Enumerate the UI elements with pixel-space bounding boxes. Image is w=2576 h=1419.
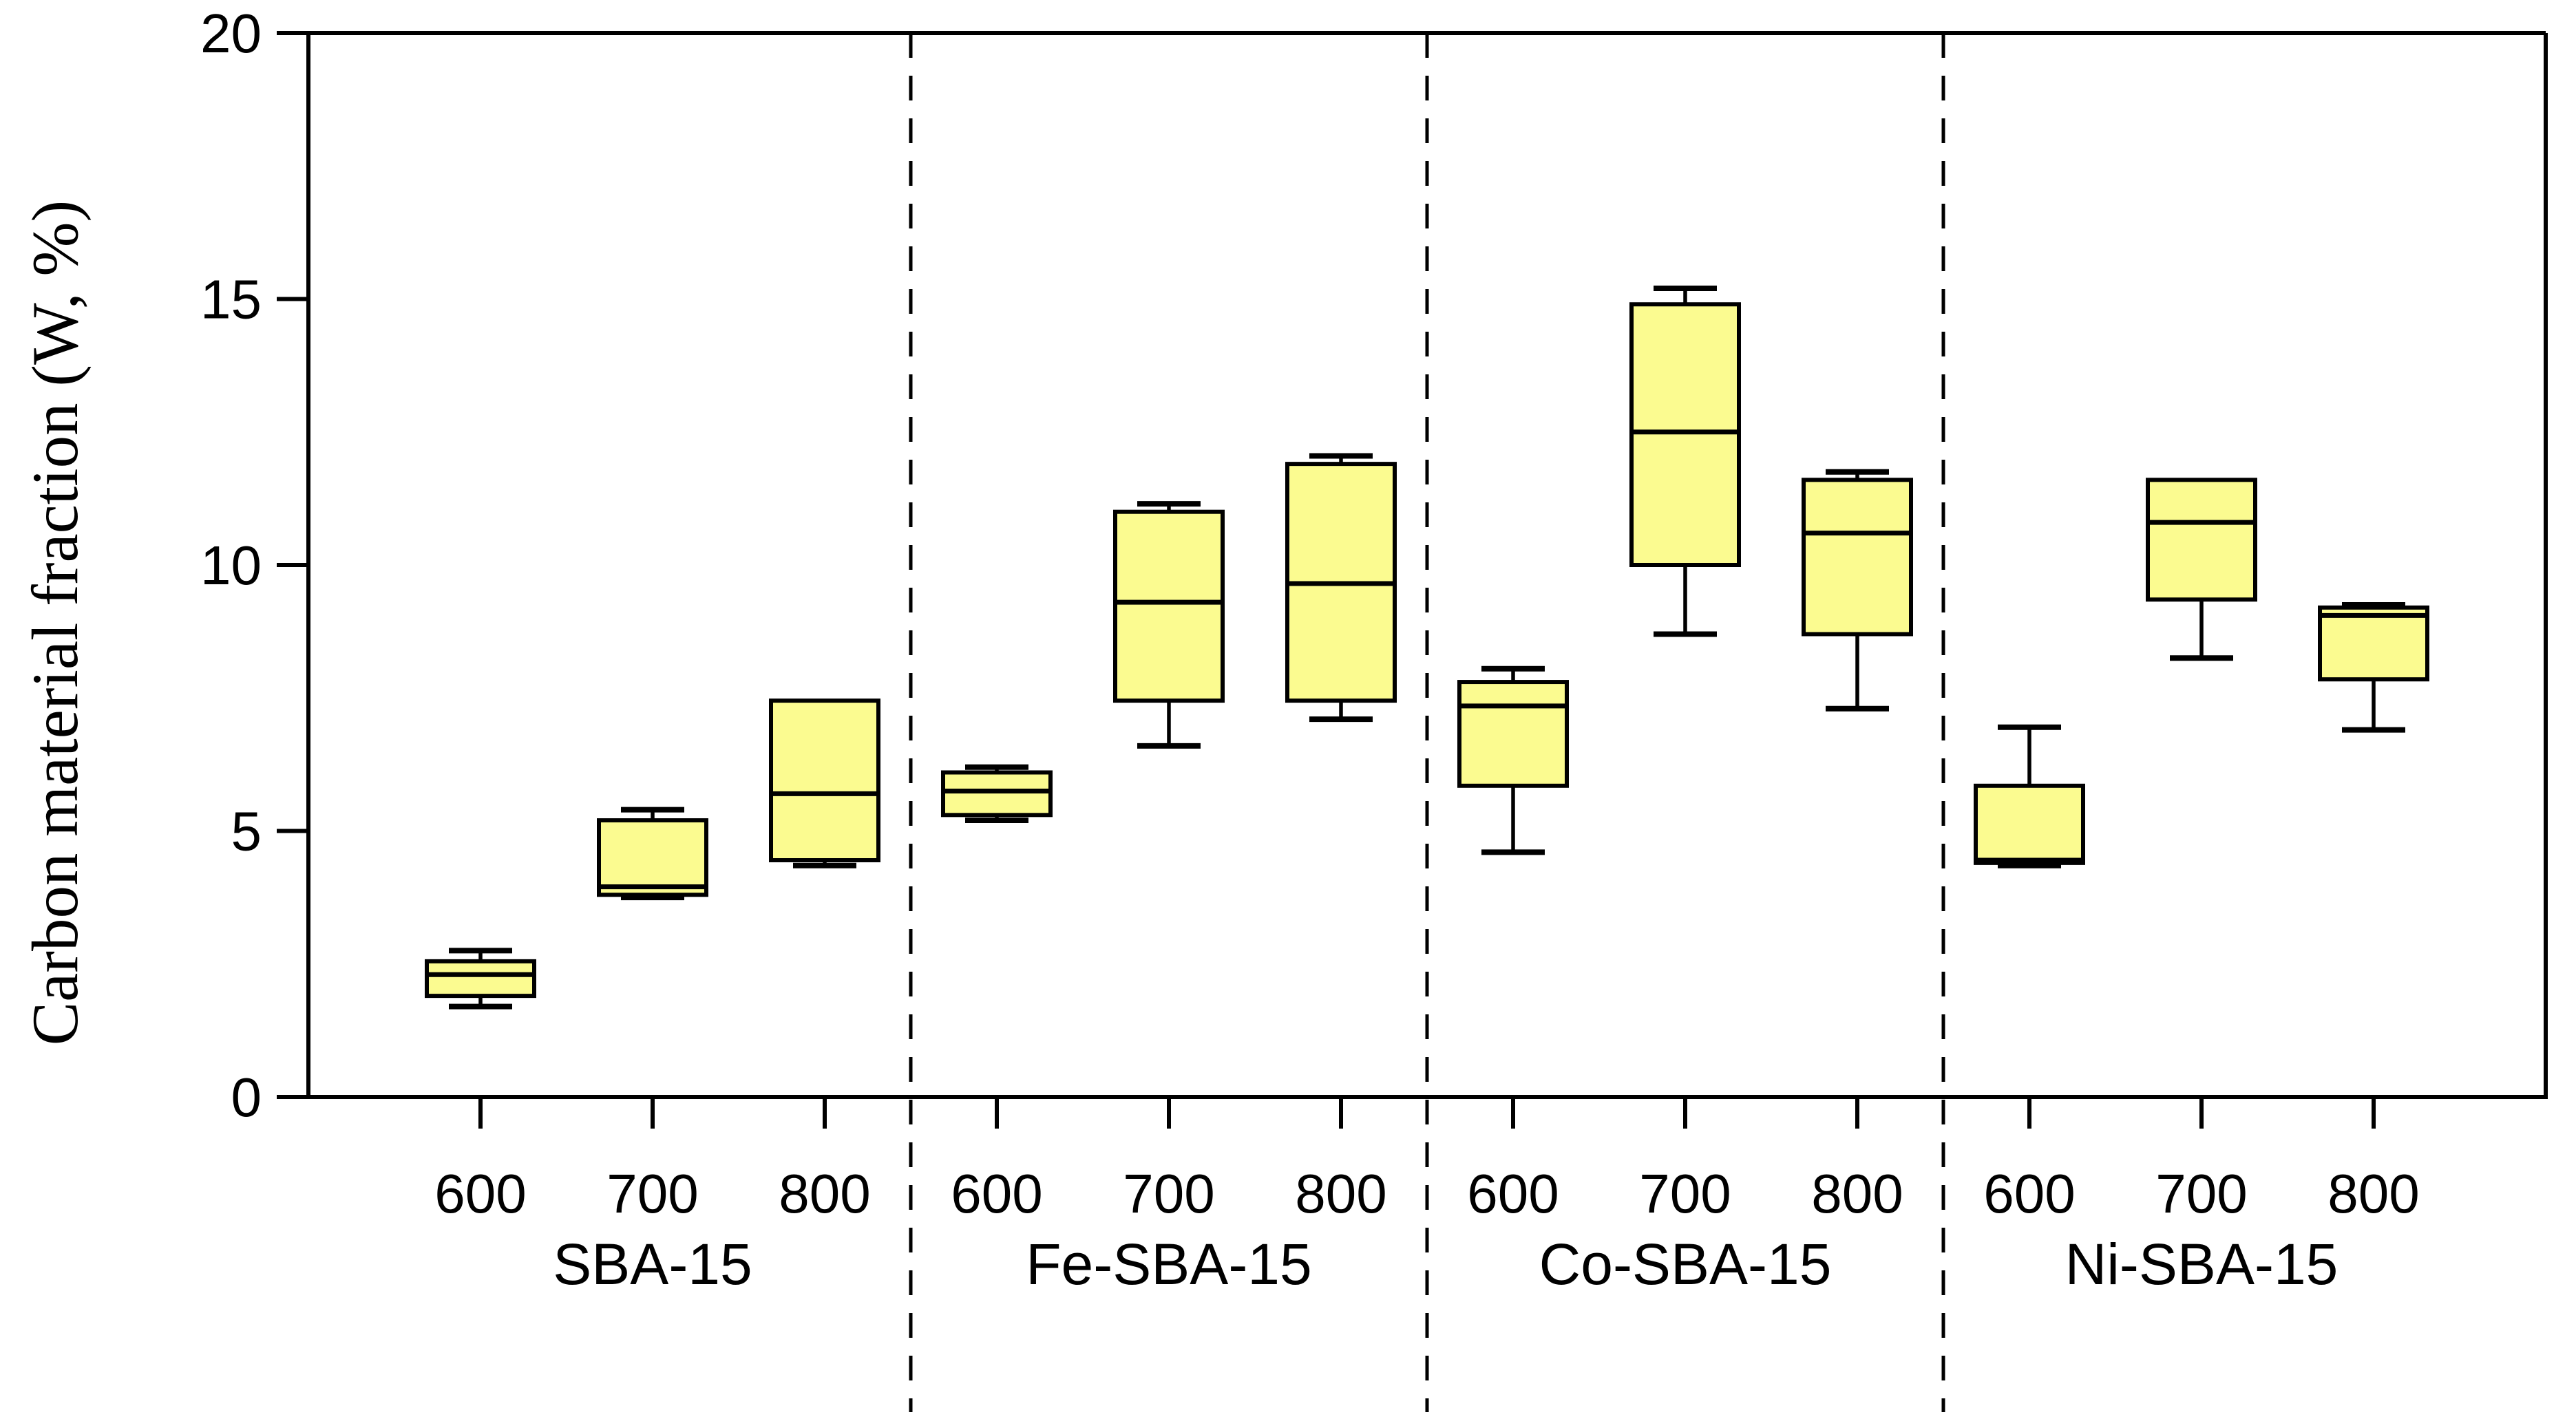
box — [2318, 605, 2429, 682]
x-tick-label: 800 — [1811, 1163, 1903, 1224]
plot-layer: 0 5 10 15 20 600 700 800 600 700 800 600 700 800 600 70… — [200, 3, 2548, 1412]
x-tick-label: 600 — [1467, 1163, 1559, 1224]
box — [1802, 478, 1913, 637]
y-tick-label: 0 — [231, 1067, 262, 1128]
x-tick-label: 600 — [951, 1163, 1042, 1224]
x-tick-label: 600 — [434, 1163, 526, 1224]
x-tick-label: 700 — [1123, 1163, 1214, 1224]
x-tick-label: 700 — [606, 1163, 698, 1224]
box — [1974, 783, 2085, 865]
y-tick-label: 5 — [231, 801, 262, 862]
x-tick-label: 800 — [2327, 1163, 2419, 1224]
group-label: Fe-SBA-15 — [1026, 1232, 1312, 1297]
box — [769, 698, 880, 863]
box — [425, 959, 536, 999]
x-tick-label: 800 — [1295, 1163, 1386, 1224]
group-label: SBA-15 — [553, 1232, 752, 1297]
x-tick-label: 800 — [779, 1163, 870, 1224]
x-tick-label: 600 — [1983, 1163, 2075, 1224]
y-tick-label: 20 — [200, 3, 262, 64]
box — [597, 818, 708, 897]
box — [1457, 680, 1569, 788]
box — [1113, 509, 1225, 703]
y-axis-title: Carbon material fraction (W, %) — [19, 200, 92, 1045]
box — [2146, 478, 2257, 602]
x-tick-label: 700 — [1639, 1163, 1731, 1224]
box — [1629, 302, 1741, 567]
group-label: Co-SBA-15 — [1539, 1232, 1832, 1297]
x-tick-label: 700 — [2155, 1163, 2247, 1224]
y-tick-label: 10 — [200, 535, 262, 596]
y-tick-label: 15 — [200, 269, 262, 330]
box — [941, 770, 1053, 818]
group-label: Ni-SBA-15 — [2065, 1232, 2339, 1297]
